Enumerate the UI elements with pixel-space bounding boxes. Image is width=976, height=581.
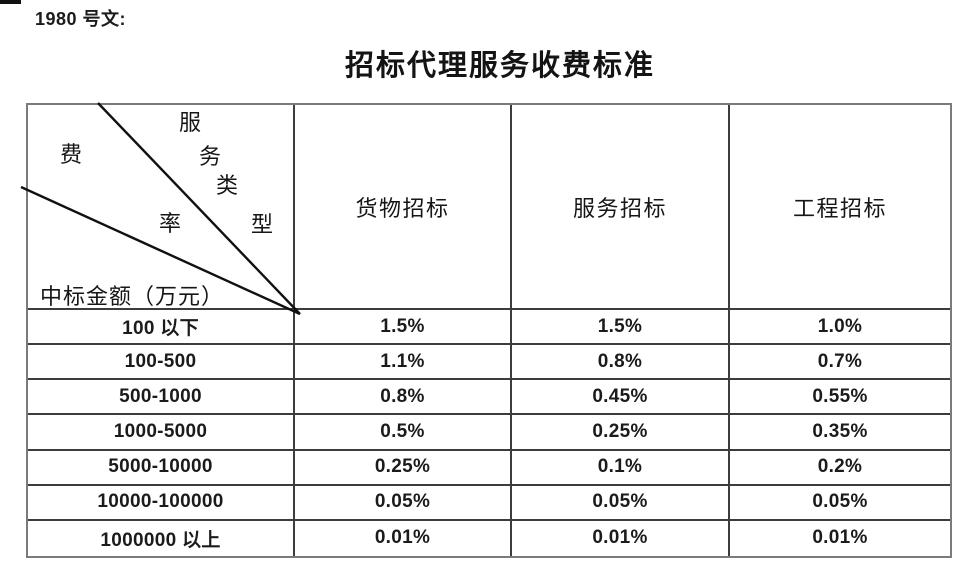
fee-value: 0.01% <box>592 527 648 549</box>
row-label: 1000-5000 <box>113 420 208 442</box>
corner-label-row-dim-char: 费 <box>60 142 83 167</box>
fee-value-cell: 0.01% <box>512 520 730 556</box>
fee-value-cell: 0.05% <box>512 485 730 521</box>
fee-value-cell: 0.1% <box>512 450 730 486</box>
fee-value-cell: 1.5% <box>295 310 512 346</box>
fee-value-cell: 0.25% <box>295 450 512 486</box>
row-label: 10000-100000 <box>97 491 224 513</box>
fee-value-cell: 0.45% <box>512 380 730 416</box>
fee-value: 1.5% <box>597 315 643 337</box>
fee-value-cell: 0.01% <box>730 521 950 556</box>
fee-value-cell: 0.2% <box>730 451 950 486</box>
fee-value-cell: 0.5% <box>295 415 512 451</box>
fee-value: 0.25% <box>592 420 648 442</box>
row-label-cell: 1000-5000 <box>28 415 295 451</box>
corner-label-amount-axis: 中标金额（万元） <box>40 284 225 309</box>
fee-value: 0.01% <box>374 527 431 549</box>
fee-value-cell: 0.8% <box>295 380 512 416</box>
fee-value: 1.1% <box>380 350 425 372</box>
fee-value-cell: 0.55% <box>730 380 950 416</box>
column-header-goods: 货物招标 <box>295 105 512 310</box>
table-corner-header-cell: 服 务 类 型 费 率 中标金额（万元） <box>20 102 301 316</box>
fee-value: 0.05% <box>592 491 648 513</box>
row-label: 500-1000 <box>119 385 202 407</box>
fee-value: 0.1% <box>597 456 643 478</box>
fee-value: 0.7% <box>817 350 863 372</box>
diagonal-divider-lines <box>20 102 301 316</box>
row-label: 5000-10000 <box>108 456 213 478</box>
fee-value-cell: 0.7% <box>730 345 950 381</box>
fee-value: 0.01% <box>812 527 868 549</box>
fee-value: 0.5% <box>380 420 425 442</box>
fee-value: 0.55% <box>812 385 868 407</box>
fee-value-cell: 1.5% <box>512 310 730 346</box>
fee-value-cell: 0.8% <box>512 345 730 381</box>
row-label-cell: 100 以下 <box>28 310 295 346</box>
fee-value-cell: 1.1% <box>295 345 512 381</box>
row-label: 100-500 <box>124 350 197 372</box>
fee-value: 0.35% <box>812 420 868 442</box>
fee-value-cell: 0.25% <box>512 415 730 451</box>
page-corner-artifact <box>0 0 21 4</box>
row-label-cell: 10000-100000 <box>28 485 295 521</box>
fee-value: 1.5% <box>380 315 425 337</box>
fee-standard-table: 服 务 类 型 费 率 中标金额（万元） 货物招标 服务招标 工程招标 100 … <box>20 102 952 558</box>
fee-value-cell: 0.35% <box>730 415 950 451</box>
fee-value-cell: 0.05% <box>295 485 512 521</box>
row-label-cell: 500-1000 <box>28 380 295 416</box>
corner-label-col-dim-char: 务 <box>199 144 222 169</box>
document-number: 1980 号文: <box>35 9 127 29</box>
fee-value: 0.8% <box>380 385 425 407</box>
page-title: 招标代理服务收费标准 <box>344 50 655 82</box>
fee-value-cell: 0.01% <box>295 520 512 556</box>
fee-value-cell: 0.05% <box>730 486 950 521</box>
corner-label-col-dim-char: 型 <box>251 212 274 237</box>
fee-value: 0.2% <box>817 456 863 478</box>
fee-value: 1.0% <box>817 315 863 337</box>
corner-label-col-dim-char: 服 <box>179 110 202 135</box>
row-label-cell: 5000-10000 <box>28 450 295 486</box>
column-header-engineering: 工程招标 <box>730 105 950 310</box>
fee-value: 0.8% <box>597 350 643 372</box>
fee-value: 0.45% <box>592 385 648 407</box>
fee-value: 0.05% <box>812 491 868 513</box>
row-label: 1000000 以上 <box>100 529 221 551</box>
row-label: 100 以下 <box>122 318 199 340</box>
fee-value: 0.05% <box>374 491 431 513</box>
fee-value-cell: 1.0% <box>730 310 950 346</box>
fee-value: 0.25% <box>374 456 431 478</box>
corner-label-col-dim-char: 类 <box>216 173 239 198</box>
column-header-services: 服务招标 <box>512 105 730 310</box>
row-label-cell: 1000000 以上 <box>28 520 295 556</box>
row-label-cell: 100-500 <box>28 345 295 381</box>
corner-label-row-dim-char: 率 <box>159 211 182 236</box>
